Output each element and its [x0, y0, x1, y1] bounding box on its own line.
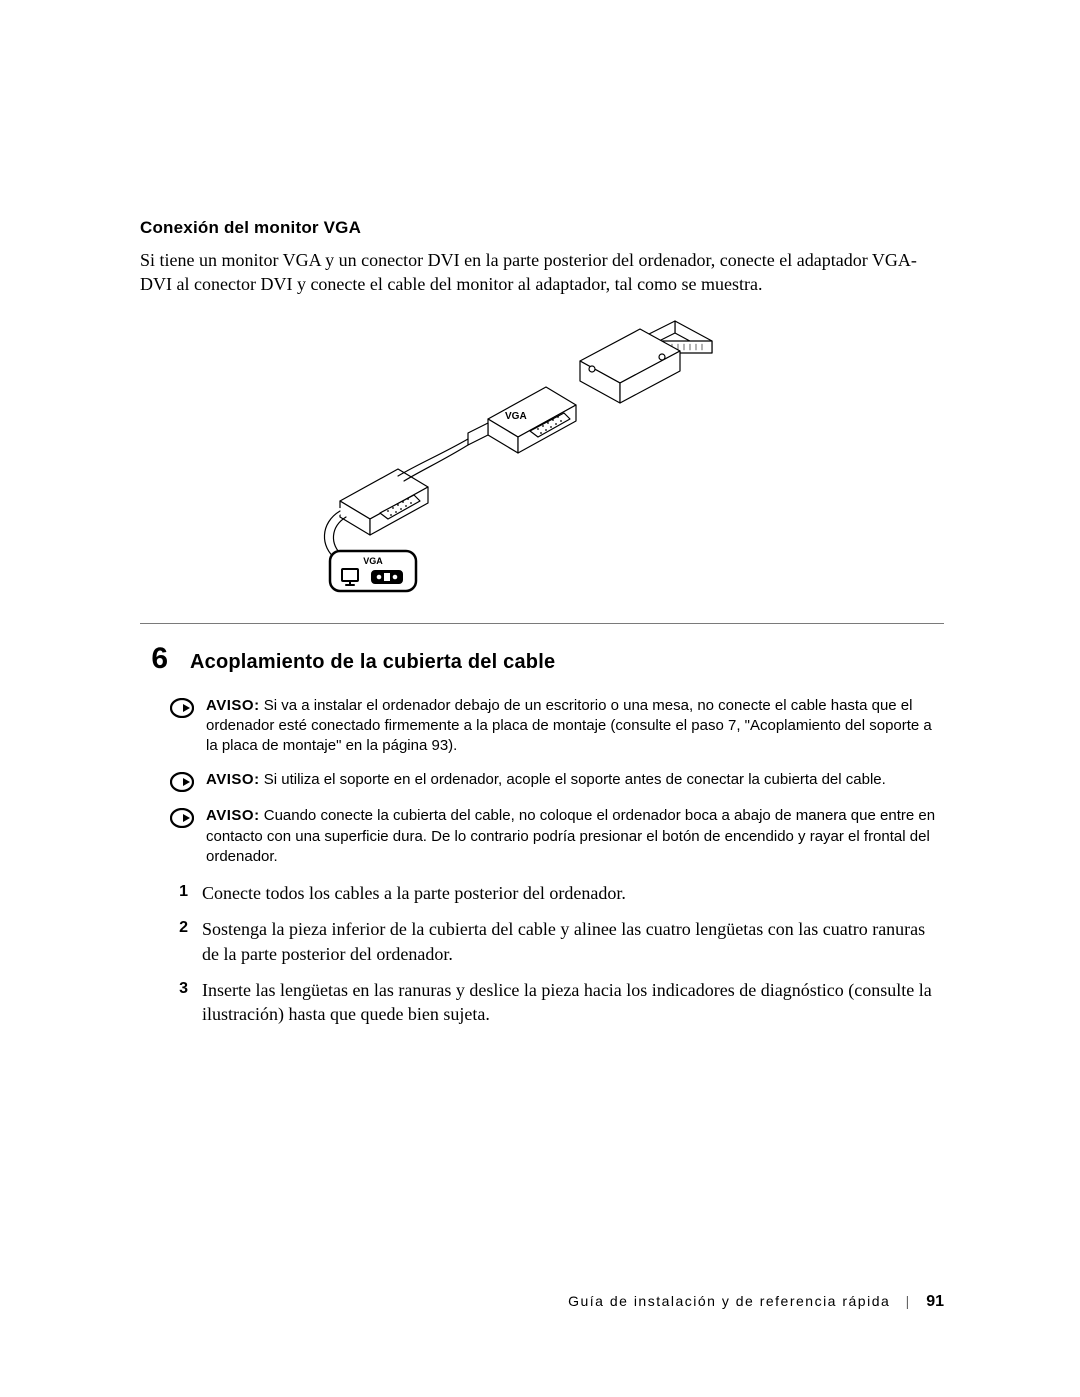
aviso-body: Cuando conecte la cubierta del cable, no… — [206, 807, 935, 865]
section-subtitle: Conexión del monitor VGA — [140, 218, 944, 238]
aviso-body: Si va a instalar el ordenador debajo de … — [206, 697, 932, 755]
notice-arrow-icon — [170, 772, 194, 792]
step-item-1: 1 Conecte todos los cables a la parte po… — [170, 881, 944, 905]
aviso-1-text: AVISO: Si va a instalar el ordenador deb… — [206, 696, 944, 757]
footer-separator: | — [906, 1293, 911, 1309]
step-item-number: 2 — [170, 917, 188, 966]
notice-arrow-icon — [170, 698, 194, 718]
step-title: Acoplamiento de la cubierta del cable — [190, 651, 555, 674]
vga-dvi-diagram-icon: DVI — [280, 311, 720, 601]
aviso-3: AVISO: Cuando conecte la cubierta del ca… — [170, 806, 944, 867]
connector-diagram: DVI — [140, 311, 944, 601]
step-item-text: Inserte las lengüetas en las ranuras y d… — [202, 978, 944, 1027]
footer-title: Guía de instalación y de referencia rápi… — [568, 1293, 890, 1309]
aviso-label: AVISO: — [206, 697, 260, 714]
aviso-label: AVISO: — [206, 807, 260, 824]
step-item-text: Conecte todos los cables a la parte post… — [202, 881, 944, 905]
step-item-2: 2 Sostenga la pieza inferior de la cubie… — [170, 917, 944, 966]
step-item-number: 1 — [170, 881, 188, 905]
step-number: 6 — [140, 642, 168, 676]
section-divider — [140, 623, 944, 624]
step-item-text: Sostenga la pieza inferior de la cubiert… — [202, 917, 944, 966]
vga-label-2: VGA — [363, 556, 383, 566]
intro-paragraph: Si tiene un monitor VGA y un conector DV… — [140, 248, 944, 297]
vga-label-1: VGA — [505, 411, 527, 422]
step-content: AVISO: Si va a instalar el ordenador deb… — [170, 696, 944, 1027]
aviso-3-text: AVISO: Cuando conecte la cubierta del ca… — [206, 806, 944, 867]
document-page: Conexión del monitor VGA Si tiene un mon… — [0, 0, 1080, 1397]
step-item-number: 3 — [170, 978, 188, 1027]
numbered-steps: 1 Conecte todos los cables a la parte po… — [170, 881, 944, 1026]
aviso-2: AVISO: Si utiliza el soporte en el orden… — [170, 770, 944, 792]
page-number: 91 — [926, 1293, 944, 1310]
step-item-3: 3 Inserte las lengüetas en las ranuras y… — [170, 978, 944, 1027]
step-header: 6 Acoplamiento de la cubierta del cable — [140, 642, 944, 676]
aviso-label: AVISO: — [206, 771, 260, 788]
aviso-2-text: AVISO: Si utiliza el soporte en el orden… — [206, 770, 944, 792]
page-footer: Guía de instalación y de referencia rápi… — [568, 1293, 944, 1311]
aviso-body: Si utiliza el soporte en el ordenador, a… — [260, 771, 886, 788]
notice-arrow-icon — [170, 808, 194, 828]
aviso-1: AVISO: Si va a instalar el ordenador deb… — [170, 696, 944, 757]
